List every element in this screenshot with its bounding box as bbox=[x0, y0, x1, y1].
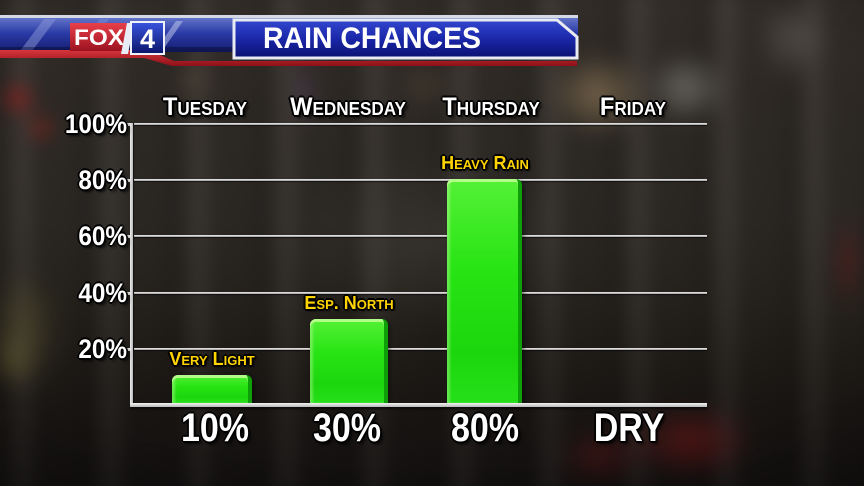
day-header-friday: Friday bbox=[599, 93, 667, 121]
fox-logo-number: 4 bbox=[140, 24, 155, 54]
banner-top-silver-edge bbox=[0, 15, 578, 19]
header-banner: FOX 4 RAIN CHANCES bbox=[0, 15, 579, 66]
bar-note-thursday: Heavy Rain bbox=[441, 153, 529, 173]
plot-area: Very Light Esp. North Heavy Rain bbox=[134, 123, 707, 403]
y-axis-tick bbox=[122, 123, 132, 126]
x-axis-baseline bbox=[130, 403, 707, 407]
gridline-60 bbox=[134, 235, 707, 237]
day-header-tuesday: Tuesday bbox=[162, 93, 248, 121]
day-header-thursday: Thursday bbox=[442, 93, 540, 121]
bar-tuesday bbox=[172, 375, 252, 403]
value-label-wednesday: 30% bbox=[312, 406, 382, 450]
y-axis-label-40: 40% bbox=[78, 278, 127, 308]
value-label-thursday: 80% bbox=[450, 406, 520, 450]
value-label-tuesday: 10% bbox=[180, 406, 250, 450]
gridline-40 bbox=[134, 292, 707, 294]
y-axis-tick bbox=[122, 292, 132, 295]
fox-logo-text: FOX bbox=[74, 25, 124, 50]
gridline-80 bbox=[134, 179, 707, 181]
y-axis-line bbox=[130, 123, 133, 407]
day-header-wednesday: Wednesday bbox=[290, 93, 406, 121]
bar-note-tuesday: Very Light bbox=[169, 349, 255, 369]
banner-slash-icon bbox=[20, 19, 56, 51]
gridline-20 bbox=[134, 348, 707, 350]
fox4-logo: FOX 4 bbox=[70, 21, 165, 55]
y-axis-label-60: 60% bbox=[78, 221, 127, 251]
fox-logo-four-box bbox=[130, 21, 165, 55]
y-axis-label-20: 20% bbox=[78, 334, 127, 364]
y-axis-tick bbox=[122, 235, 132, 238]
y-axis-tick bbox=[122, 179, 132, 182]
value-label-friday: DRY bbox=[593, 406, 665, 450]
bar-wednesday bbox=[310, 319, 388, 403]
bar-note-wednesday: Esp. North bbox=[304, 293, 394, 313]
y-axis-tick bbox=[122, 348, 132, 351]
bar-thursday bbox=[447, 179, 522, 403]
y-axis-label-80: 80% bbox=[78, 165, 127, 195]
title-box bbox=[232, 18, 579, 60]
y-axis-label-100: 100% bbox=[64, 109, 127, 139]
page-title: RAIN CHANCES bbox=[263, 22, 481, 55]
fox-logo-red-box bbox=[70, 23, 128, 51]
gridline-100 bbox=[134, 123, 707, 125]
